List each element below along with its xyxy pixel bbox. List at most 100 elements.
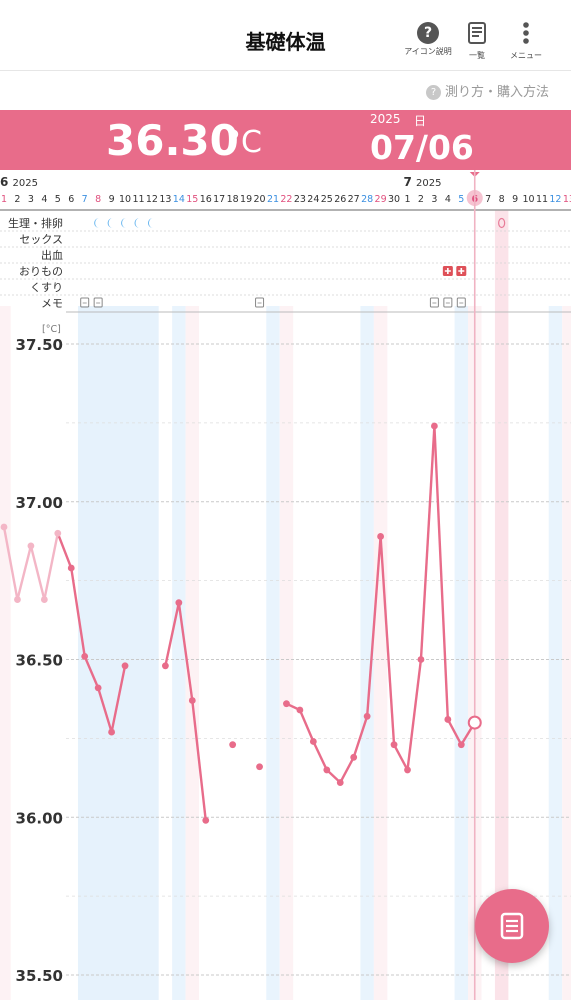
day-number: 29 [375,194,387,205]
temperature-point [40,596,48,603]
day-number: 23 [294,194,306,205]
day-number: 11 [132,194,144,205]
temperature-line-segment [419,425,436,660]
day-number: 14 [173,194,185,205]
temperature-point [202,817,210,824]
day-number: 26 [334,194,346,205]
y-tick-label: 36.50 [16,652,63,670]
menstruation-band [77,306,159,1000]
selected-date: 07/06 [370,128,474,167]
y-tick-label: 36.00 [16,809,63,827]
measure-link-text: 測り方・購入方法 [444,85,549,100]
temperature-point [188,697,196,704]
question-icon: ? [417,22,439,44]
temperature-point [309,738,317,745]
temperature-point [121,662,129,670]
day-number: 5 [55,194,61,205]
day-number: 15 [186,194,198,205]
temperature-point [431,422,438,430]
day-number: 27 [348,194,360,205]
day-number: 3 [28,194,34,205]
day-number: 4 [445,194,451,205]
day-number: 28 [361,194,373,205]
day-number: 8 [95,194,101,205]
icon-help-label: アイコン説明 [404,47,452,56]
page-title: 基礎体温 [245,30,326,54]
temperature-point [296,706,304,714]
temperature-point [323,766,331,774]
selected-temperature-point [467,715,482,730]
question-icon: ? [425,85,441,100]
list-icon [468,22,486,44]
menu-label: メニュー [510,51,542,60]
temperature-point [94,684,102,692]
temperature-point [175,599,183,607]
y-tick-label: 37.50 [16,336,63,354]
record-row-label: セックス [19,233,63,246]
day-number: 10 [523,194,535,205]
day-number: 10 [119,194,131,205]
app-header: 基礎体温 ? アイコン説明 一覧 メニュー [0,0,571,71]
sunday-band [279,306,294,1000]
day-number: 1 [404,194,410,205]
day-number: 7 [82,194,88,205]
menstruation-moon-icon [94,218,100,228]
list-button[interactable]: 一覧 [447,22,507,61]
temperature-line-segment [298,709,315,743]
month-label: 6 2025 [0,175,38,189]
menstruation-moon-icon [134,218,140,228]
temperature-banner: 36.30 °C 2025 日 07/06 [0,110,571,170]
day-number: 7 [485,194,491,205]
temperature-point [283,700,290,708]
temperature-line-segment [446,718,463,746]
list-label: 一覧 [469,51,485,60]
temperature-point [54,529,62,537]
menstruation-moon-icon [107,218,113,228]
record-fab-button[interactable] [475,889,549,963]
temperature-line-segment [392,744,409,771]
temperature-unit: °C [226,125,262,160]
day-number: 13 [563,194,571,205]
temperature-point [444,716,452,723]
selected-weekday: 日 [414,114,427,128]
temperature-line-segment [406,659,423,771]
temperature-line-segment [56,532,73,569]
temperature-line-segment [191,700,207,821]
predicted-day-band [494,210,509,1000]
temperature-point [363,712,371,720]
day-number: 12 [146,194,158,205]
day-number: 5 [458,194,464,205]
record-row-label: メモ [41,297,63,310]
temperature-point [417,656,425,663]
day-number: 9 [109,194,115,205]
memo-note-icon [456,297,466,308]
memo-note-icon [255,297,265,308]
measure-purchase-link[interactable]: ? 測り方・購入方法 [425,81,549,100]
temperature-line-segment [70,567,86,657]
day-number: 19 [240,194,252,205]
temperature-line-segment [164,602,181,667]
temperature-point [457,741,465,749]
day-number: 30 [388,194,400,205]
notepad-icon [500,912,524,940]
temperature-point [14,596,21,603]
saturday-band [454,306,469,1000]
menu-button[interactable]: メニュー [496,22,556,61]
current-temperature: 36.30 [106,116,239,165]
day-number: 8 [499,194,505,205]
temperature-line-segment [16,545,33,600]
y-tick-label: 37.00 [16,494,63,512]
temperature-point [108,728,115,736]
temperature-line-segment [365,536,382,717]
record-row-label: くすり [30,281,63,294]
temperature-point [67,564,75,572]
icon-help-button[interactable]: ? アイコン説明 [398,22,458,57]
day-number: 9 [512,194,518,205]
day-number: 22 [280,194,292,205]
day-number: 11 [536,194,548,205]
day-number: 20 [254,194,266,205]
temperature-line-segment [29,545,46,600]
temperature-point [377,533,384,540]
selected-year: 2025 [370,112,401,126]
